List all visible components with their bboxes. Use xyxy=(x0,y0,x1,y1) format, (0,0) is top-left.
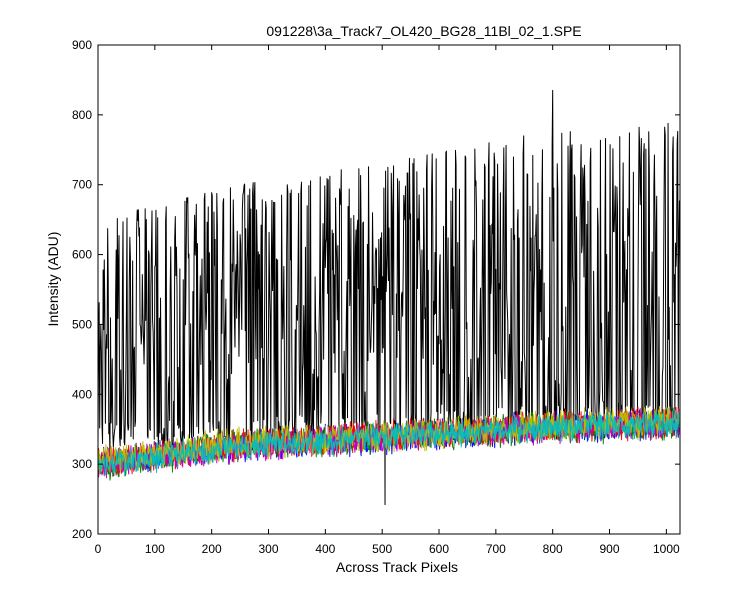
x-tick-label: 1000 xyxy=(653,542,680,556)
x-tick-label: 300 xyxy=(258,542,278,556)
plot-frame xyxy=(97,44,681,535)
x-tick-label: 900 xyxy=(600,542,620,556)
x-tick-label: 0 xyxy=(95,542,102,556)
x-axis-label: Across Track Pixels xyxy=(336,559,458,575)
y-tick-label: 200 xyxy=(72,527,92,541)
y-tick-label: 900 xyxy=(72,38,92,52)
y-tick-label: 300 xyxy=(72,457,92,471)
y-tick-label: 800 xyxy=(72,108,92,122)
y-tick-label: 700 xyxy=(72,178,92,192)
x-tick-label: 500 xyxy=(372,542,392,556)
x-tick-label: 800 xyxy=(543,542,563,556)
series-line-7 xyxy=(97,410,681,477)
x-tick-label: 100 xyxy=(145,542,165,556)
chart-title: 091228\3a_Track7_OL420_BG28_11Bl_02_1.SP… xyxy=(266,23,581,39)
series-layer xyxy=(97,89,681,506)
x-tick-label: 400 xyxy=(315,542,335,556)
x-tick-label: 600 xyxy=(429,542,449,556)
x-tick-label: 200 xyxy=(202,542,222,556)
y-tick-label: 500 xyxy=(72,317,92,331)
tick-layer: 0 100 200 300 400 500 600 700 800 900 1000 200 300 40… xyxy=(72,38,680,556)
series-line-black xyxy=(97,89,681,506)
y-axis-label: Intensity (ADU) xyxy=(45,232,61,327)
x-tick-label: 700 xyxy=(486,542,506,556)
y-tick-label: 400 xyxy=(72,387,92,401)
y-tick-label: 600 xyxy=(72,248,92,262)
